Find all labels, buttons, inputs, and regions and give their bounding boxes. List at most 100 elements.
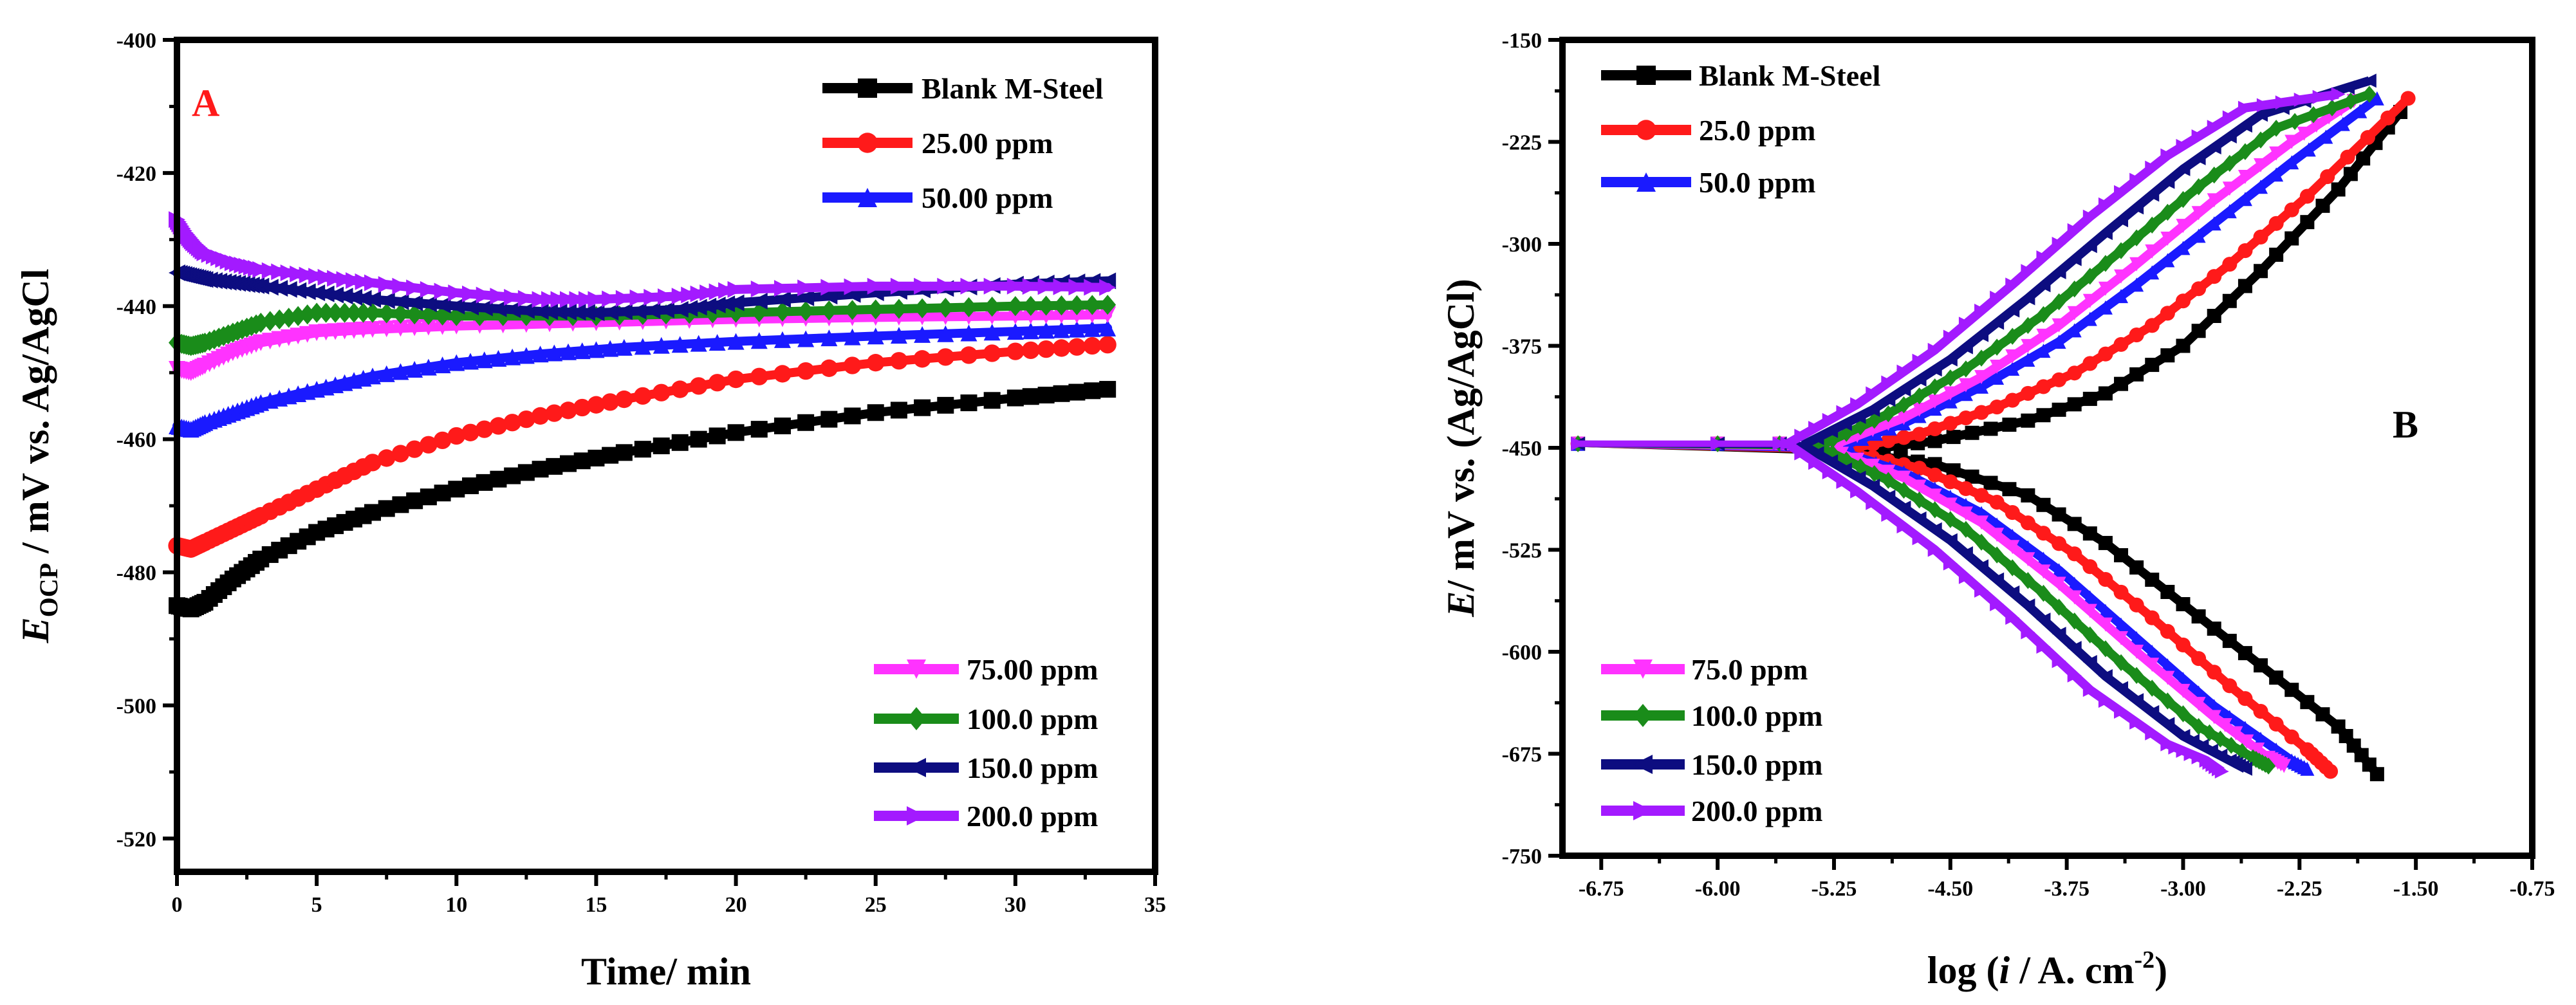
y-tick-label: -500: [116, 694, 156, 718]
data-point: [2114, 654, 2129, 672]
data-point: [844, 328, 861, 346]
data-point: [560, 291, 577, 308]
data-point: [448, 354, 465, 371]
data-point: [2254, 131, 2268, 149]
y-tick-label: -520: [116, 827, 156, 851]
data-point: [2301, 142, 2316, 157]
data-point: [1836, 474, 1851, 489]
data-point: [1912, 461, 1927, 476]
data-point: [1990, 290, 2005, 305]
data-point: [2238, 118, 2252, 133]
data-point: [1880, 433, 1896, 448]
data-point: [2284, 231, 2299, 246]
data-point: [2082, 356, 2098, 371]
data-point: [560, 343, 577, 360]
data-point: [2176, 241, 2191, 255]
data-point: [671, 434, 689, 451]
data-point: [1974, 405, 1989, 420]
data-point: [1943, 386, 1958, 401]
data-point: [1825, 445, 1840, 462]
data-point: [820, 300, 838, 321]
data-point: [2145, 658, 2160, 672]
data-point: [937, 297, 954, 318]
data-point: [1099, 295, 1117, 315]
data-point: [420, 295, 437, 313]
data-point: [1037, 340, 1055, 358]
data-point: [317, 302, 335, 323]
data-point: [2021, 625, 2035, 640]
data-point: [280, 264, 297, 282]
data-point: [1022, 295, 1039, 317]
data-point: [271, 263, 288, 281]
data-point: [2145, 265, 2160, 280]
data-point: [2224, 737, 2239, 754]
data-point: [1810, 430, 1824, 445]
data-point: [1866, 458, 1880, 473]
data-point: [1943, 556, 1958, 571]
data-point: [2213, 748, 2228, 763]
x-tick-label: -5.25: [1812, 877, 1857, 901]
data-point: [504, 288, 521, 306]
data-point: [2098, 604, 2113, 618]
data-point: [1927, 394, 1942, 409]
data-point: [1881, 465, 1896, 479]
data-point: [727, 281, 745, 298]
data-point: [1053, 295, 1070, 316]
data-point: [2067, 365, 2082, 381]
data-point: [2218, 718, 2232, 733]
data-point: [709, 297, 726, 314]
data-point: [1084, 279, 1101, 296]
data-point: [1989, 400, 2005, 415]
data-point: [1795, 438, 1810, 452]
data-point: [2202, 724, 2217, 742]
data-point: [2036, 306, 2051, 324]
data-point: [2129, 229, 2144, 246]
data-point: [462, 477, 479, 495]
x-tick-label: -6.00: [1695, 877, 1741, 901]
data-point: [420, 281, 437, 298]
data-point: [1974, 379, 1989, 394]
x-tick-label: 5: [311, 893, 322, 917]
data-point: [2191, 718, 2206, 735]
x-tick-label: -3.75: [2044, 877, 2090, 901]
x-tick-label: 10: [445, 893, 467, 917]
data-point: [820, 410, 838, 428]
y-axis-label-main: E: [14, 617, 57, 643]
data-point: [1965, 425, 1979, 440]
data-point: [559, 401, 577, 420]
data-point: [378, 276, 395, 293]
legend-marker: [1633, 704, 1653, 727]
data-point: [2036, 639, 2051, 654]
data-point: [2052, 507, 2066, 522]
data-point: [1927, 467, 1943, 483]
data-point: [1083, 337, 1101, 355]
data-point: [867, 404, 884, 421]
data-point: [1068, 320, 1086, 338]
data-point: [960, 277, 978, 295]
data-point: [1037, 278, 1055, 295]
data-point: [2250, 742, 2265, 757]
data-point: [844, 300, 861, 320]
data-point: [290, 282, 307, 299]
data-point: [550, 303, 568, 320]
data-point: [1098, 336, 1117, 354]
data-point: [1927, 488, 1942, 503]
data-point: [2269, 120, 2284, 137]
data-point: [2300, 761, 2315, 776]
data-point: [890, 352, 908, 370]
data-point: [2277, 759, 2292, 773]
data-point: [462, 285, 479, 302]
data-point: [587, 396, 606, 414]
data-point: [336, 271, 353, 288]
legend-marker: [857, 133, 878, 153]
data-point: [1958, 340, 1973, 355]
data-point: [797, 279, 815, 297]
data-point: [2145, 572, 2160, 587]
data-point: [653, 437, 670, 454]
data-point: [709, 334, 726, 351]
data-point: [1881, 375, 1896, 390]
data-point: [2021, 353, 2035, 367]
data-point: [867, 299, 884, 320]
data-point: [1710, 436, 1725, 451]
data-point: [2129, 327, 2144, 343]
